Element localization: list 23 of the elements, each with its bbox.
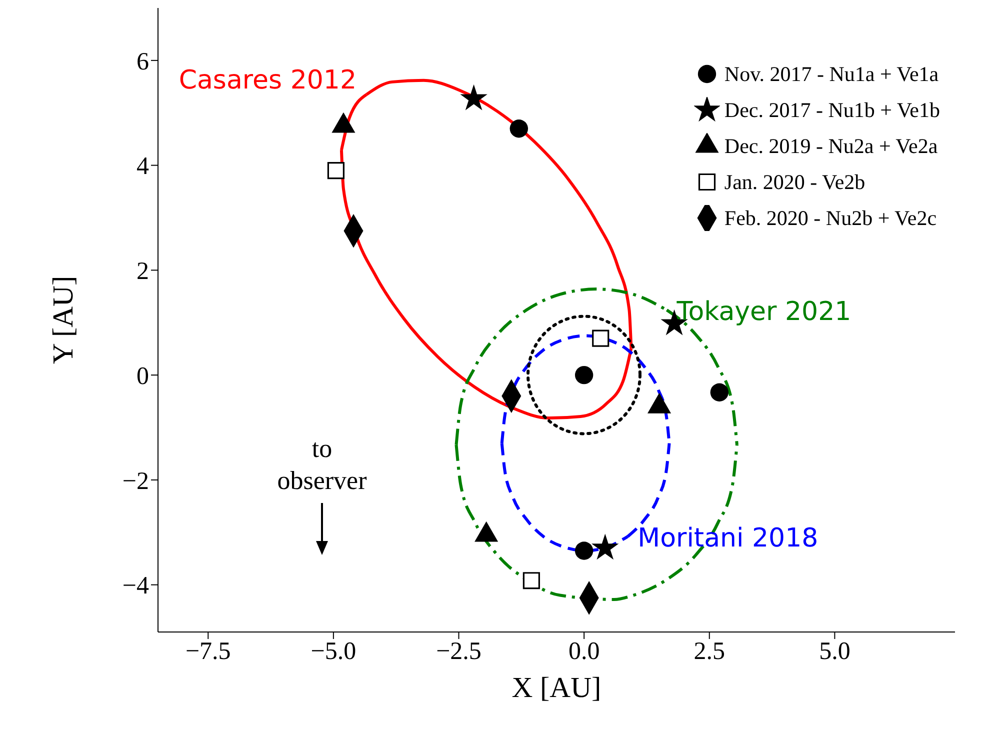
y-tick-label: −2 — [122, 468, 149, 495]
x-tick-label: 0.0 — [568, 638, 600, 665]
y-tick-label: 0 — [136, 362, 149, 390]
x-tick-label: −2.5 — [436, 638, 482, 665]
series-label: Tokayer 2021 — [676, 297, 852, 328]
annotation: to observer — [276, 433, 368, 497]
x-tick-label: 2.5 — [694, 638, 726, 665]
legend-label: Feb. 2020 - Nu2b + Ve2c — [724, 205, 937, 232]
y-axis-title: Y [AU] — [48, 276, 80, 364]
x-tick-label: −7.5 — [185, 638, 231, 665]
x-axis-title: X [AU] — [510, 672, 602, 705]
y-tick-label: −4 — [122, 572, 150, 600]
legend-label: Dec. 2017 - Nu1b + Ve1b — [724, 97, 940, 124]
y-tick-label: 2 — [136, 258, 149, 286]
y-tick-label: 4 — [136, 153, 150, 180]
x-tick-label: 5.0 — [819, 638, 850, 665]
legend-label: Jan. 2020 - Ve2b — [724, 169, 866, 196]
legend-label: Dec. 2019 - Nu2a + Ve2a — [724, 133, 938, 160]
series-label: Moritani 2018 — [638, 524, 818, 554]
x-tick-label: −5.0 — [310, 638, 356, 665]
y-tick-label: 6 — [136, 48, 149, 76]
series-label: Casares 2012 — [178, 66, 357, 96]
legend-label: Nov. 2017 - Nu1a + Ve1a — [724, 61, 939, 88]
